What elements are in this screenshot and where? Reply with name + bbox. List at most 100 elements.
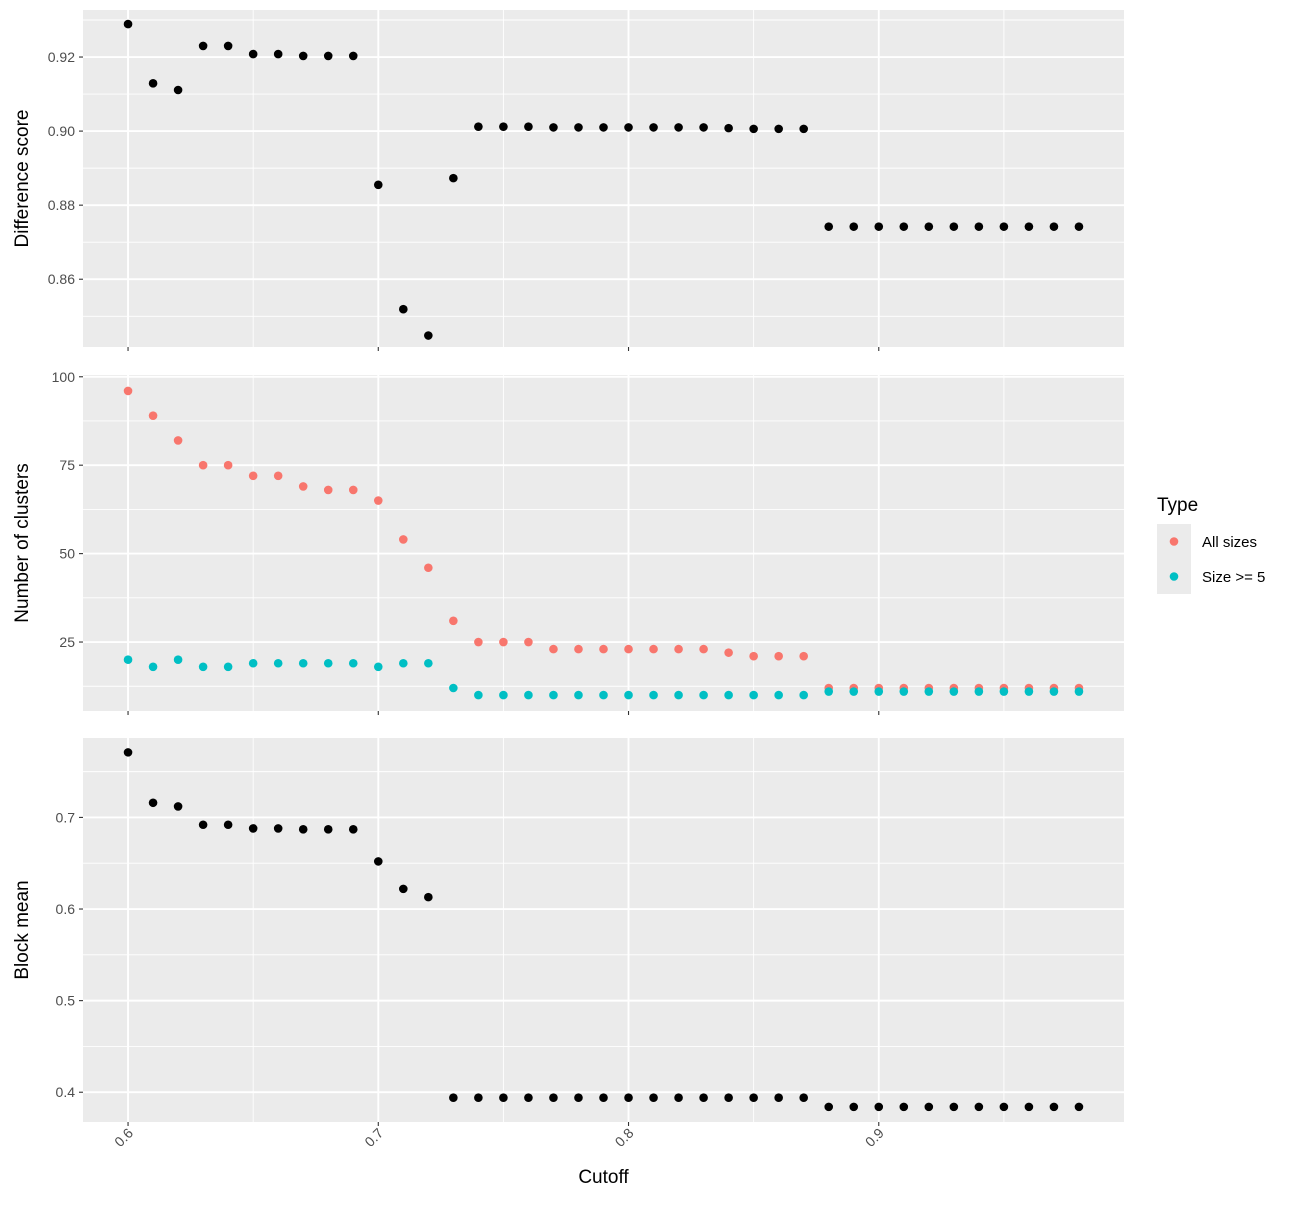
data-point <box>499 690 508 700</box>
data-point <box>599 644 608 654</box>
data-point <box>373 857 383 866</box>
data-point <box>223 460 233 470</box>
y-axis-title: Difference score <box>12 110 33 248</box>
data-point <box>599 123 608 132</box>
data-point <box>424 331 433 340</box>
y-tick-label: 0.88 <box>48 197 75 213</box>
data-point <box>799 651 808 661</box>
data-point <box>173 436 183 445</box>
data-point <box>974 222 984 231</box>
data-point <box>674 690 683 700</box>
data-point <box>148 662 158 672</box>
panel-background <box>83 738 1124 1122</box>
data-point <box>649 123 658 132</box>
x-tick-label: 0.6 <box>111 1125 136 1150</box>
data-point <box>499 637 508 647</box>
data-point <box>449 683 458 693</box>
data-point <box>749 1093 758 1103</box>
data-point <box>674 644 683 654</box>
data-point <box>624 690 633 700</box>
data-point <box>774 124 783 134</box>
data-point <box>749 124 758 134</box>
y-axis-title: Block mean <box>12 880 33 979</box>
y-tick-label: 100 <box>52 369 76 385</box>
data-point <box>248 658 258 668</box>
data-point <box>173 85 183 95</box>
data-point <box>1024 687 1034 696</box>
data-point <box>373 662 383 672</box>
data-point <box>649 690 658 700</box>
data-point <box>123 655 133 665</box>
data-point <box>323 658 333 668</box>
y-tick-label: 0.7 <box>56 809 76 825</box>
data-point <box>198 820 208 830</box>
data-point <box>749 690 758 700</box>
data-point <box>273 824 283 833</box>
data-point <box>399 304 408 314</box>
legend-key-dot <box>1169 537 1179 546</box>
data-point <box>499 122 508 131</box>
data-point <box>524 1093 533 1103</box>
data-point <box>148 798 158 808</box>
data-point <box>924 687 934 696</box>
data-point <box>223 41 233 51</box>
y-axis-title: Number of clusters <box>12 463 33 622</box>
data-point <box>524 690 533 700</box>
data-point <box>298 825 308 834</box>
data-point <box>223 820 233 830</box>
data-point <box>724 648 733 657</box>
data-point <box>674 1093 683 1103</box>
data-point <box>674 123 683 132</box>
data-point <box>273 471 283 481</box>
data-point <box>1049 687 1059 696</box>
data-point <box>574 690 583 700</box>
data-point <box>549 123 558 132</box>
data-point <box>649 644 658 654</box>
data-point <box>474 1093 483 1103</box>
y-tick-label: 0.6 <box>56 901 76 917</box>
data-point <box>499 1093 508 1103</box>
data-point <box>298 51 308 61</box>
data-point <box>724 123 733 133</box>
data-point <box>974 1102 984 1112</box>
data-point <box>399 658 408 668</box>
data-point <box>123 748 133 757</box>
data-point <box>123 19 133 29</box>
legend-title: Type <box>1157 495 1198 516</box>
data-point <box>1049 1102 1059 1112</box>
data-point <box>474 690 483 700</box>
y-tick-label: 50 <box>59 546 75 562</box>
data-point <box>899 222 909 231</box>
data-point <box>148 411 158 420</box>
data-point <box>999 222 1009 231</box>
data-point <box>524 637 533 647</box>
data-point <box>874 1102 884 1112</box>
data-point <box>774 690 783 700</box>
data-point <box>223 662 233 672</box>
data-point <box>874 222 884 231</box>
data-point <box>348 51 358 61</box>
data-point <box>799 124 808 134</box>
data-point <box>849 687 859 696</box>
data-point <box>424 658 433 668</box>
data-point <box>699 690 708 700</box>
data-point <box>198 460 208 470</box>
data-point <box>824 687 834 696</box>
data-point <box>1074 222 1084 231</box>
data-point <box>974 687 984 696</box>
y-tick-label: 0.92 <box>48 49 75 65</box>
data-point <box>724 690 733 700</box>
x-tick-label: 0.7 <box>361 1125 386 1150</box>
data-point <box>699 1093 708 1103</box>
data-point <box>599 690 608 700</box>
data-point <box>424 563 433 573</box>
data-point <box>574 644 583 654</box>
data-point <box>449 173 458 183</box>
data-point <box>273 658 283 668</box>
data-point <box>399 535 408 544</box>
data-point <box>148 79 158 88</box>
data-point <box>649 1093 658 1103</box>
data-point <box>298 658 308 668</box>
data-point <box>123 386 133 396</box>
